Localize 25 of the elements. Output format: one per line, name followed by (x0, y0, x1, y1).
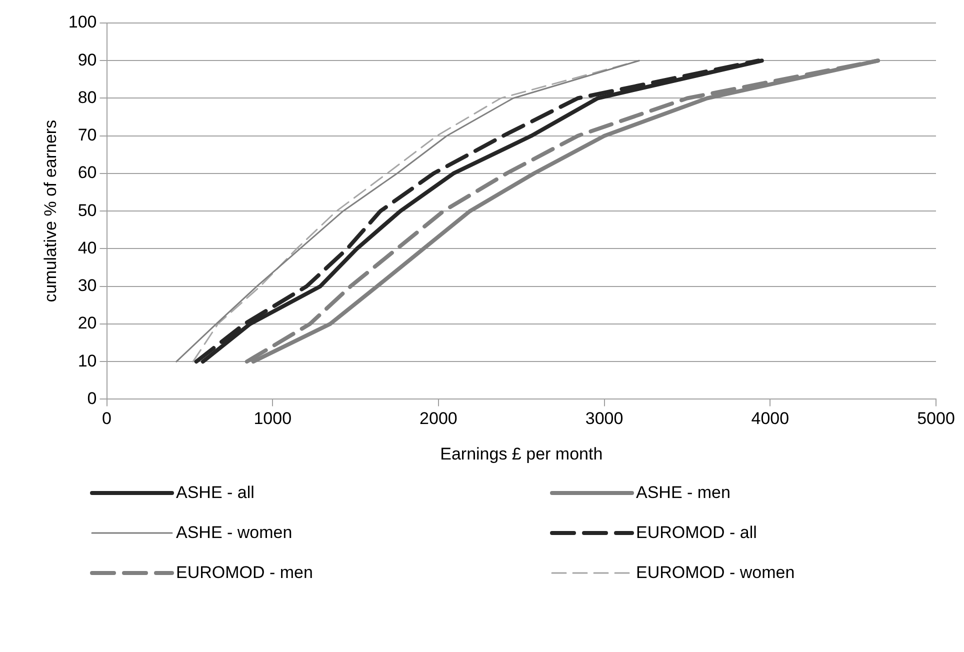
x-axis-title: Earnings £ per month (440, 444, 603, 464)
y-tick-label: 90 (78, 50, 97, 70)
y-tick-label: 30 (78, 276, 97, 296)
legend-label: ASHE - all (176, 483, 254, 503)
legend-label: ASHE - women (176, 523, 292, 543)
y-tick-label: 10 (78, 351, 97, 370)
legend-label: EUROMOD - all (636, 523, 757, 543)
x-tick-label: 5000 (917, 409, 955, 428)
x-tick-label: 2000 (420, 409, 458, 428)
y-tick-label: 20 (78, 314, 97, 333)
x-tick-label: 1000 (254, 409, 292, 428)
y-tick-label: 100 (68, 12, 97, 32)
y-tick-label: 60 (78, 163, 97, 182)
legend-label: EUROMOD - men (176, 563, 313, 583)
y-tick-label: 40 (78, 238, 97, 258)
y-tick-label: 0 (87, 388, 97, 408)
y-axis-title: cumulative % of earners (40, 120, 60, 302)
legend-label: EUROMOD - women (636, 563, 795, 583)
x-tick-label: 4000 (751, 409, 790, 428)
x-tick-label: 0 (102, 409, 112, 428)
y-tick-label: 50 (78, 200, 97, 220)
x-tick-label: 3000 (585, 409, 624, 428)
y-tick-label: 70 (78, 126, 97, 145)
legend-label: ASHE - men (636, 483, 730, 503)
y-tick-label: 80 (78, 88, 97, 107)
